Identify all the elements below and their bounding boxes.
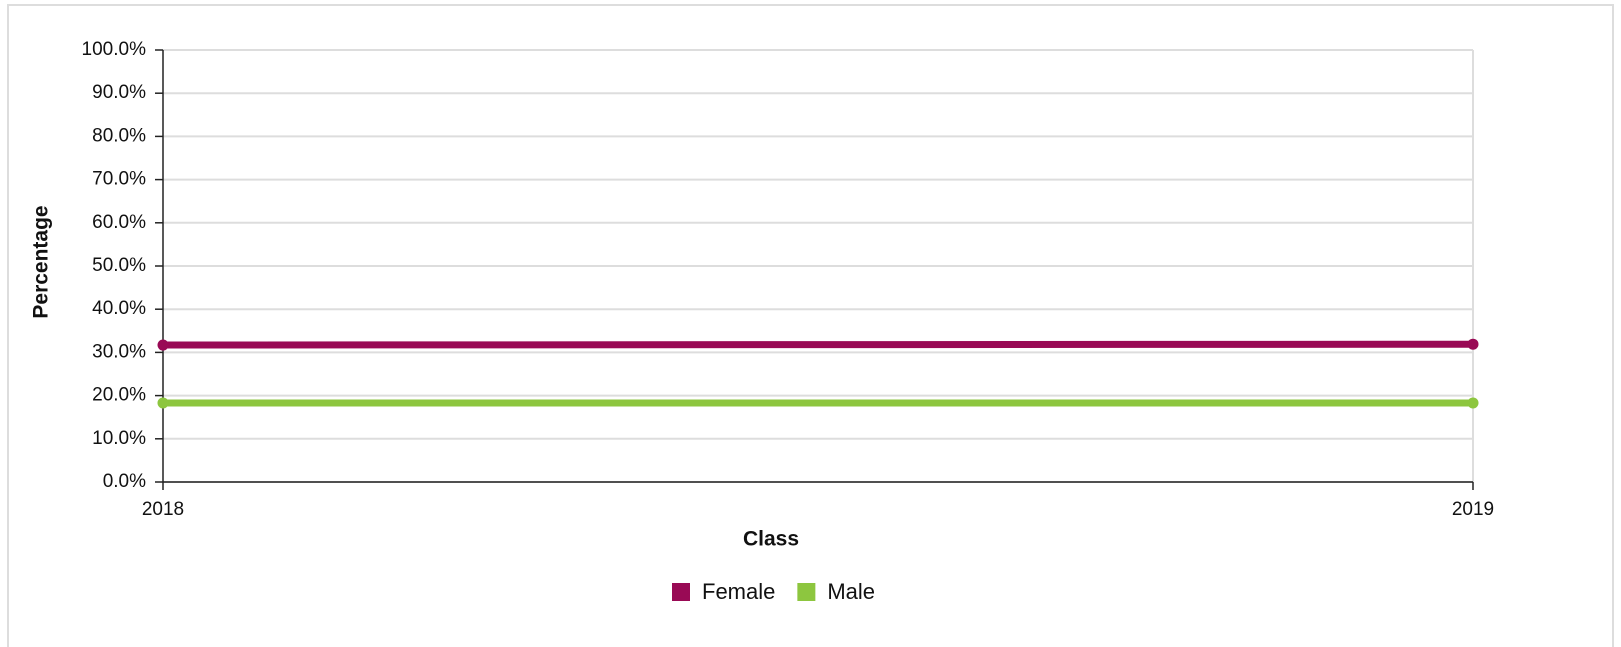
y-tick-label: 60.0% — [92, 212, 146, 233]
frame — [7, 4, 1614, 647]
data-point — [1467, 397, 1479, 409]
y-tick-label: 80.0% — [92, 125, 146, 146]
legend-swatch — [797, 583, 816, 601]
data-point — [1467, 338, 1479, 350]
y-tick-label: 40.0% — [92, 298, 146, 319]
y-axis-label: Percentage — [30, 205, 53, 318]
data-point — [157, 397, 169, 409]
data-point — [157, 339, 169, 351]
y-tick-label: 10.0% — [92, 428, 146, 449]
y-tick-label: 30.0% — [92, 341, 146, 362]
y-tick-label: 50.0% — [92, 255, 146, 276]
y-tick-label: 70.0% — [92, 169, 146, 190]
y-tick-label: 0.0% — [103, 471, 146, 492]
series-line — [162, 340, 1474, 349]
y-tick-label: 100.0% — [82, 39, 147, 60]
legend-label: Female — [702, 579, 775, 604]
x-axis-label: Class — [743, 528, 799, 551]
y-tick-label: 90.0% — [92, 82, 146, 103]
y-tick-label: 20.0% — [92, 385, 146, 406]
legend-swatch — [672, 583, 690, 601]
x-tick-label: 2018 — [142, 499, 184, 520]
x-tick-label: 2019 — [1452, 499, 1494, 520]
legend-label: Male — [827, 579, 875, 604]
